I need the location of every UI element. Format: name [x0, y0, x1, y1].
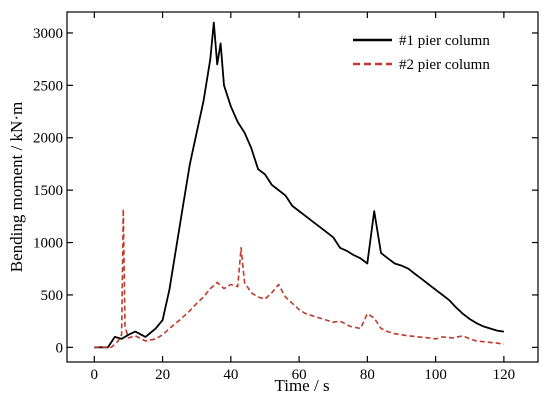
x-tick-label-1: 20 — [155, 367, 170, 383]
x-tick-label-0: 0 — [91, 367, 99, 383]
y-axis-title: Bending moment / kN·m — [7, 102, 26, 272]
legend: #1 pier column #2 pier column — [353, 33, 490, 73]
x-tick-label-3: 60 — [292, 367, 307, 383]
x-tick-label-4: 80 — [360, 367, 375, 383]
series-layer — [94, 21, 505, 349]
y-tick-label-0: 0 — [56, 340, 64, 356]
x-tick-label-5: 100 — [424, 367, 447, 383]
x-tick-label-2: 40 — [223, 367, 238, 383]
series-line-1 — [94, 21, 505, 349]
y-tick-label-5: 2500 — [33, 78, 63, 94]
x-tick-label-6: 120 — [493, 367, 516, 383]
legend-label-series-1: #1 pier column — [399, 33, 490, 49]
x-axis-ticks: 0 20 40 60 80 100 120 — [91, 12, 516, 383]
y-tick-label-3: 1500 — [33, 183, 63, 199]
plot-frame — [66, 11, 539, 363]
y-tick-label-2: 1000 — [33, 236, 63, 252]
y-tick-label-6: 3000 — [33, 26, 63, 42]
legend-label-series-2: #2 pier column — [399, 57, 490, 73]
x-axis-title: Time / s — [274, 376, 329, 395]
y-tick-label-4: 2000 — [33, 131, 63, 147]
y-tick-label-1: 500 — [41, 288, 64, 304]
series-line-2 — [94, 208, 505, 349]
y-axis-ticks: 0 500 1000 1500 2000 2500 3000 — [33, 26, 538, 356]
